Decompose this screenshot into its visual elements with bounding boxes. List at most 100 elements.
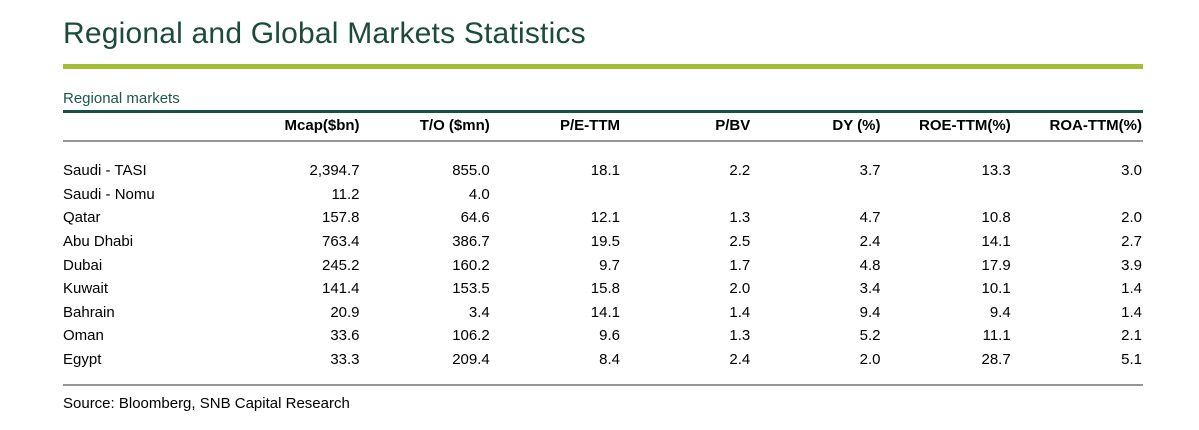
value-cell: 19.5 — [590, 233, 620, 251]
value-cell: 1.3 — [729, 209, 751, 227]
table-row: Saudi - TASI 2,394.7 855.0 18.1 2.2 3.7 13.3 3.… — [63, 159, 1143, 183]
table-row: Dubai 245.2 160.2 9.7 1.7 4.8 17.9 3.9 — [63, 253, 1143, 277]
page-title: Regional and Global Markets Statistics — [63, 17, 586, 50]
market-name-cell: Qatar — [63, 209, 101, 227]
value-cell: 12.1 — [590, 209, 620, 227]
value-cell: 3.4 — [468, 303, 490, 321]
table-head: Mcap($bn) T/O ($mn) P/E-TTM P/BV DY (%) ROE-T… — [63, 113, 1143, 142]
column-header: T/O ($mn) — [360, 113, 491, 142]
value-cell: 15.8 — [590, 280, 620, 298]
value-cell — [751, 183, 881, 207]
value-cell: 1.7 — [729, 256, 751, 274]
value-cell: 14.1 — [590, 303, 620, 321]
value-cell: 9.7 — [599, 256, 620, 274]
regional-markets-table: Mcap($bn) T/O ($mn) P/E-TTM P/BV DY (%) ROE-T… — [63, 113, 1143, 387]
column-header: P/BV — [621, 113, 752, 142]
market-name-cell: Kuwait — [63, 280, 109, 298]
column-header: P/E-TTM — [490, 113, 621, 142]
table-row: Bahrain 20.9 3.4 14.1 1.4 9.4 9.4 1.4 — [63, 301, 1143, 325]
value-cell: 11.1 — [982, 327, 1011, 345]
value-cell: 2.0 — [1121, 209, 1142, 227]
value-cell: 3.4 — [859, 280, 881, 298]
market-name-column-header — [63, 113, 224, 142]
table-row: Egypt 33.3 209.4 8.4 2.4 2.0 28.7 5.1 — [63, 348, 1143, 372]
table-row: Saudi - Nomu 11.2 4.0 — [63, 183, 1143, 207]
value-cell: 157.8 — [321, 209, 360, 227]
column-header: Mcap($bn) — [223, 113, 361, 142]
value-cell: 2.0 — [729, 280, 751, 298]
value-cell — [1012, 183, 1143, 207]
value-cell: 13.3 — [981, 162, 1011, 180]
market-name-cell: Bahrain — [63, 303, 115, 321]
value-cell: 9.4 — [989, 303, 1011, 321]
table-row: Qatar 157.8 64.6 12.1 1.3 4.7 10.8 2.0 — [63, 206, 1143, 230]
value-cell: 2.0 — [859, 351, 881, 369]
value-cell — [621, 183, 751, 207]
value-cell: 18.1 — [590, 162, 620, 180]
value-cell: 14.1 — [981, 233, 1011, 251]
value-cell: 153.5 — [452, 280, 490, 298]
value-cell — [491, 183, 621, 207]
value-cell: 3.9 — [1121, 256, 1142, 274]
value-cell: 386.7 — [452, 233, 490, 251]
value-cell: 1.4 — [1121, 303, 1142, 321]
market-name-cell: Egypt — [63, 351, 102, 369]
value-cell: 28.7 — [981, 351, 1011, 369]
value-cell: 5.2 — [859, 327, 881, 345]
value-cell: 33.6 — [330, 327, 360, 345]
market-name-cell: Saudi - TASI — [63, 162, 147, 180]
value-cell: 1.3 — [729, 327, 751, 345]
market-name-cell: Abu Dhabi — [63, 233, 134, 251]
value-cell: 4.0 — [468, 185, 490, 203]
value-cell: 209.4 — [452, 351, 490, 369]
value-cell: 141.4 — [321, 280, 360, 298]
column-header: DY (%) — [751, 113, 882, 142]
value-cell: 10.8 — [981, 209, 1011, 227]
accent-divider-line — [63, 64, 1143, 69]
value-cell: 10.1 — [981, 280, 1011, 298]
spacer-cell — [63, 371, 1143, 385]
value-cell: 20.9 — [330, 303, 360, 321]
section-label-regional-markets: Regional markets — [63, 90, 1143, 113]
value-cell: 9.6 — [599, 327, 620, 345]
value-cell: 106.2 — [452, 327, 490, 345]
value-cell: 3.7 — [859, 162, 881, 180]
market-name-cell: Saudi - Nomu — [63, 185, 155, 203]
value-cell: 33.3 — [330, 351, 360, 369]
spacer-cell — [63, 141, 1143, 159]
market-name-cell: Oman — [63, 327, 104, 345]
value-cell: 4.7 — [859, 209, 881, 227]
value-cell: 64.6 — [460, 209, 490, 227]
value-cell: 17.9 — [981, 256, 1011, 274]
value-cell: 3.0 — [1121, 162, 1142, 180]
value-cell: 2,394.7 — [309, 162, 360, 180]
value-cell: 1.4 — [729, 303, 751, 321]
table-bottom-spacer-row — [63, 371, 1143, 385]
column-header: ROE-TTM(%) — [881, 113, 1012, 142]
column-header: ROA-TTM(%) — [1011, 113, 1143, 142]
table-row: Kuwait 141.4 153.5 15.8 2.0 3.4 10.1 1.4 — [63, 277, 1143, 301]
value-cell: 5.1 — [1121, 351, 1142, 369]
value-cell: 9.4 — [859, 303, 881, 321]
table-top-spacer-row — [63, 141, 1143, 159]
table-header-row: Mcap($bn) T/O ($mn) P/E-TTM P/BV DY (%) ROE-T… — [63, 113, 1143, 142]
value-cell — [881, 183, 1011, 207]
value-cell: 11.2 — [331, 185, 360, 203]
value-cell: 2.2 — [729, 162, 751, 180]
value-cell: 2.4 — [859, 233, 881, 251]
value-cell: 2.7 — [1121, 233, 1142, 251]
value-cell: 160.2 — [452, 256, 490, 274]
value-cell: 245.2 — [321, 256, 360, 274]
table-body: Saudi - TASI 2,394.7 855.0 18.1 2.2 3.7 13.3 3.… — [63, 141, 1143, 385]
table-row: Abu Dhabi 763.4 386.7 19.5 2.5 2.4 14.1 2.7 — [63, 230, 1143, 254]
value-cell: 4.8 — [859, 256, 881, 274]
source-attribution: Source: Bloomberg, SNB Capital Research — [63, 395, 350, 413]
value-cell: 855.0 — [452, 162, 490, 180]
value-cell: 2.5 — [729, 233, 751, 251]
value-cell: 763.4 — [321, 233, 360, 251]
market-name-cell: Dubai — [63, 256, 103, 274]
table-row: Oman 33.6 106.2 9.6 1.3 5.2 11.1 2.1 — [63, 324, 1143, 348]
content-container: Regional and Global Markets Statistics R… — [63, 0, 1143, 412]
value-cell: 1.4 — [1121, 280, 1142, 298]
